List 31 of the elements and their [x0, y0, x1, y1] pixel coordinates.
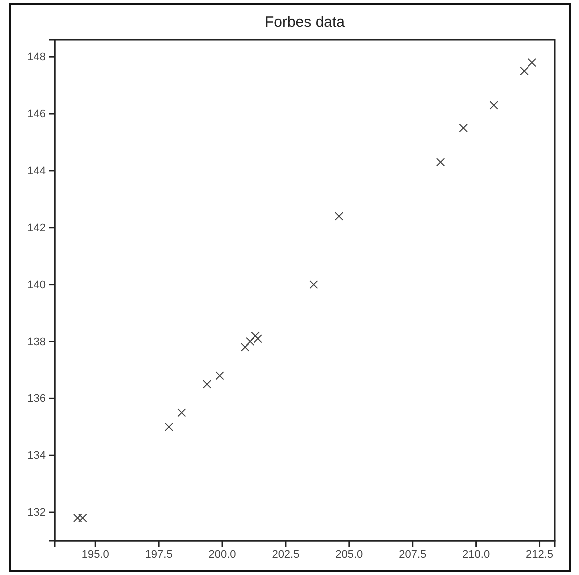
x-tick-label: 205.0 [336, 548, 364, 561]
point [164, 422, 174, 432]
point [490, 101, 498, 110]
y-tick-label: 140 [28, 279, 46, 292]
x-tick-label: 202.5 [272, 548, 300, 561]
x-tick-label: 207.5 [399, 548, 427, 561]
y-tick-label: 146 [28, 108, 46, 121]
point [459, 124, 468, 133]
x-tick-label: 200.0 [208, 548, 236, 561]
y-tick-label: 134 [28, 450, 46, 462]
point [251, 332, 260, 340]
point [528, 58, 536, 68]
y-tick-label: 148 [28, 52, 46, 64]
point [178, 408, 186, 418]
y-tick-label: 132 [28, 507, 46, 520]
point [310, 280, 318, 290]
y-tick-label: 138 [28, 336, 46, 348]
x-tick-label: 210.0 [462, 548, 490, 561]
y-tick-label: 142 [28, 222, 46, 234]
point [520, 66, 529, 76]
y-tick-label: 136 [28, 393, 46, 406]
x-tick-label: 212.5 [526, 548, 554, 561]
point [436, 158, 446, 167]
point [202, 380, 212, 389]
point [216, 372, 224, 380]
point [334, 212, 344, 221]
x-tick-label: 195.0 [82, 548, 110, 561]
y-tick-label: 144 [28, 165, 46, 178]
point [241, 343, 250, 352]
chart-title: Forbes data [264, 14, 346, 31]
x-tick-label: 197.5 [145, 548, 173, 561]
